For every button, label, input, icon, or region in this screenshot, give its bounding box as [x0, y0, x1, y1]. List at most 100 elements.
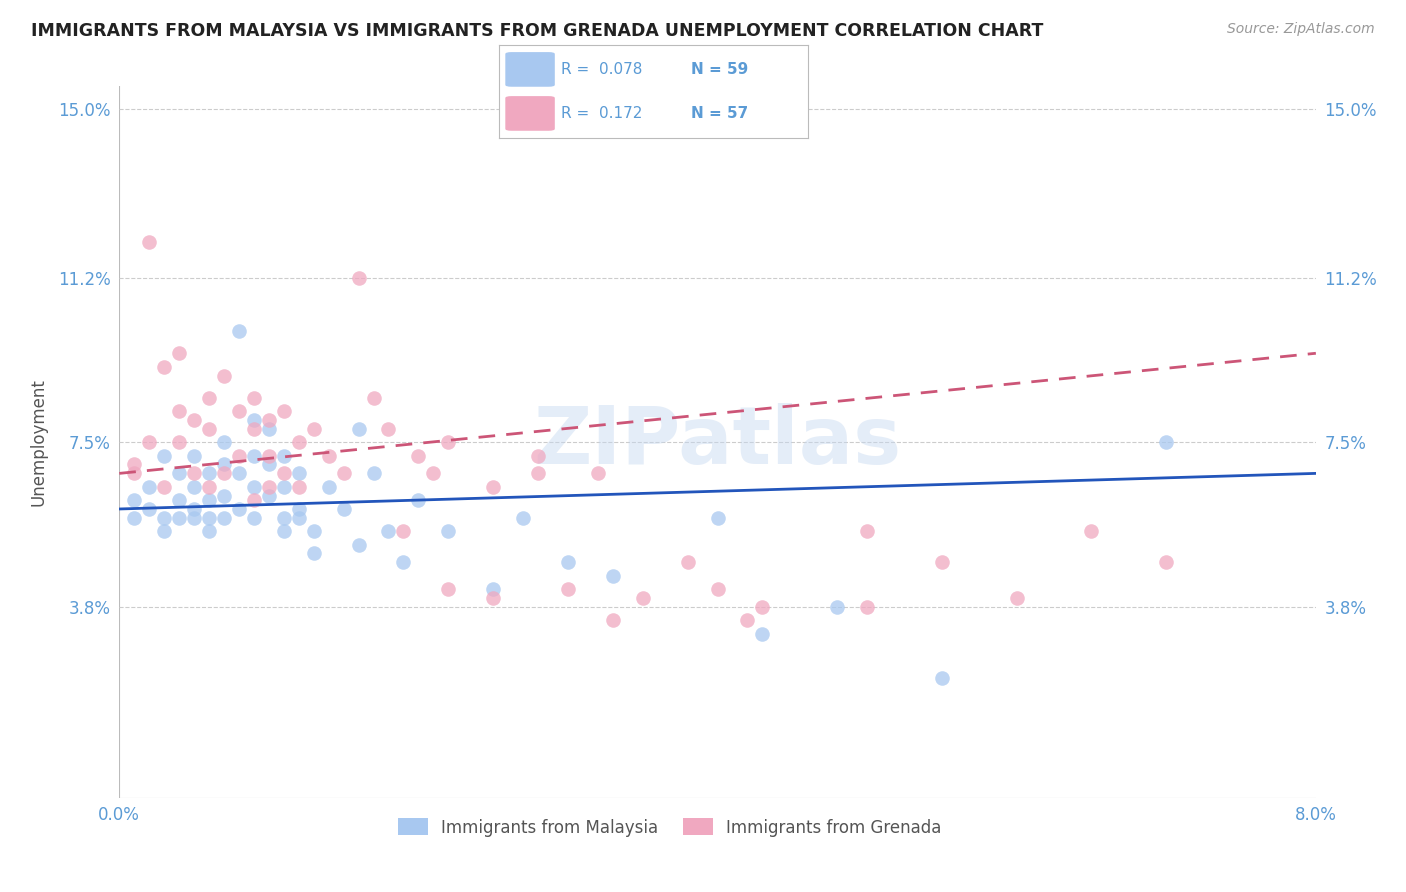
- Point: [228, 324, 250, 338]
- Point: [737, 613, 759, 627]
- Point: [437, 524, 460, 539]
- Point: [408, 449, 430, 463]
- Point: [377, 422, 399, 436]
- Point: [557, 582, 579, 596]
- Point: [527, 467, 550, 481]
- Point: [287, 480, 309, 494]
- Point: [751, 599, 773, 614]
- Point: [138, 435, 160, 450]
- Point: [257, 422, 280, 436]
- Point: [363, 467, 385, 481]
- Point: [212, 458, 235, 472]
- Text: ZIPatlas: ZIPatlas: [533, 403, 901, 482]
- Point: [273, 524, 295, 539]
- Point: [212, 489, 235, 503]
- Point: [273, 404, 295, 418]
- Point: [586, 467, 609, 481]
- Point: [332, 502, 354, 516]
- Point: [153, 359, 176, 374]
- Point: [631, 591, 654, 605]
- Point: [183, 467, 205, 481]
- Point: [1005, 591, 1028, 605]
- Point: [228, 467, 250, 481]
- Text: Source: ZipAtlas.com: Source: ZipAtlas.com: [1227, 22, 1375, 37]
- Point: [212, 511, 235, 525]
- Point: [153, 480, 176, 494]
- Point: [228, 502, 250, 516]
- Point: [1156, 555, 1178, 569]
- Point: [153, 511, 176, 525]
- Text: N = 59: N = 59: [690, 62, 748, 77]
- Point: [153, 524, 176, 539]
- Point: [437, 435, 460, 450]
- Point: [257, 458, 280, 472]
- Point: [198, 511, 221, 525]
- Point: [287, 511, 309, 525]
- Point: [347, 538, 370, 552]
- Point: [243, 480, 266, 494]
- Point: [257, 449, 280, 463]
- Text: R =  0.078: R = 0.078: [561, 62, 643, 77]
- Point: [1156, 435, 1178, 450]
- Point: [228, 404, 250, 418]
- Legend: Immigrants from Malaysia, Immigrants from Grenada: Immigrants from Malaysia, Immigrants fro…: [391, 812, 949, 843]
- Point: [212, 467, 235, 481]
- Point: [602, 613, 624, 627]
- Point: [273, 480, 295, 494]
- Point: [183, 502, 205, 516]
- Point: [212, 435, 235, 450]
- Point: [302, 524, 325, 539]
- Point: [243, 422, 266, 436]
- Point: [408, 493, 430, 508]
- Point: [212, 368, 235, 383]
- Point: [347, 270, 370, 285]
- Point: [482, 591, 505, 605]
- Point: [167, 435, 190, 450]
- Point: [243, 391, 266, 405]
- Point: [392, 555, 415, 569]
- Point: [302, 546, 325, 560]
- Point: [198, 391, 221, 405]
- Point: [512, 511, 534, 525]
- Point: [287, 502, 309, 516]
- Point: [257, 480, 280, 494]
- Point: [318, 449, 340, 463]
- Point: [228, 449, 250, 463]
- Point: [243, 449, 266, 463]
- Point: [482, 480, 505, 494]
- Point: [676, 555, 699, 569]
- Point: [318, 480, 340, 494]
- Point: [167, 404, 190, 418]
- Point: [257, 413, 280, 427]
- Point: [332, 467, 354, 481]
- Point: [138, 235, 160, 249]
- Point: [273, 449, 295, 463]
- Point: [138, 502, 160, 516]
- Point: [183, 449, 205, 463]
- Point: [363, 391, 385, 405]
- Point: [198, 467, 221, 481]
- Text: N = 57: N = 57: [690, 106, 748, 121]
- Point: [856, 599, 879, 614]
- Point: [153, 449, 176, 463]
- Point: [377, 524, 399, 539]
- Point: [557, 555, 579, 569]
- Point: [273, 467, 295, 481]
- Point: [347, 422, 370, 436]
- Text: R =  0.172: R = 0.172: [561, 106, 643, 121]
- Point: [183, 480, 205, 494]
- Point: [825, 599, 848, 614]
- Point: [931, 671, 953, 685]
- Point: [138, 480, 160, 494]
- Point: [198, 480, 221, 494]
- Point: [437, 582, 460, 596]
- Point: [273, 511, 295, 525]
- FancyBboxPatch shape: [505, 96, 555, 131]
- Text: IMMIGRANTS FROM MALAYSIA VS IMMIGRANTS FROM GRENADA UNEMPLOYMENT CORRELATION CHA: IMMIGRANTS FROM MALAYSIA VS IMMIGRANTS F…: [31, 22, 1043, 40]
- Point: [1080, 524, 1102, 539]
- Point: [422, 467, 444, 481]
- Point: [751, 626, 773, 640]
- Point: [167, 346, 190, 360]
- Point: [198, 422, 221, 436]
- Point: [243, 511, 266, 525]
